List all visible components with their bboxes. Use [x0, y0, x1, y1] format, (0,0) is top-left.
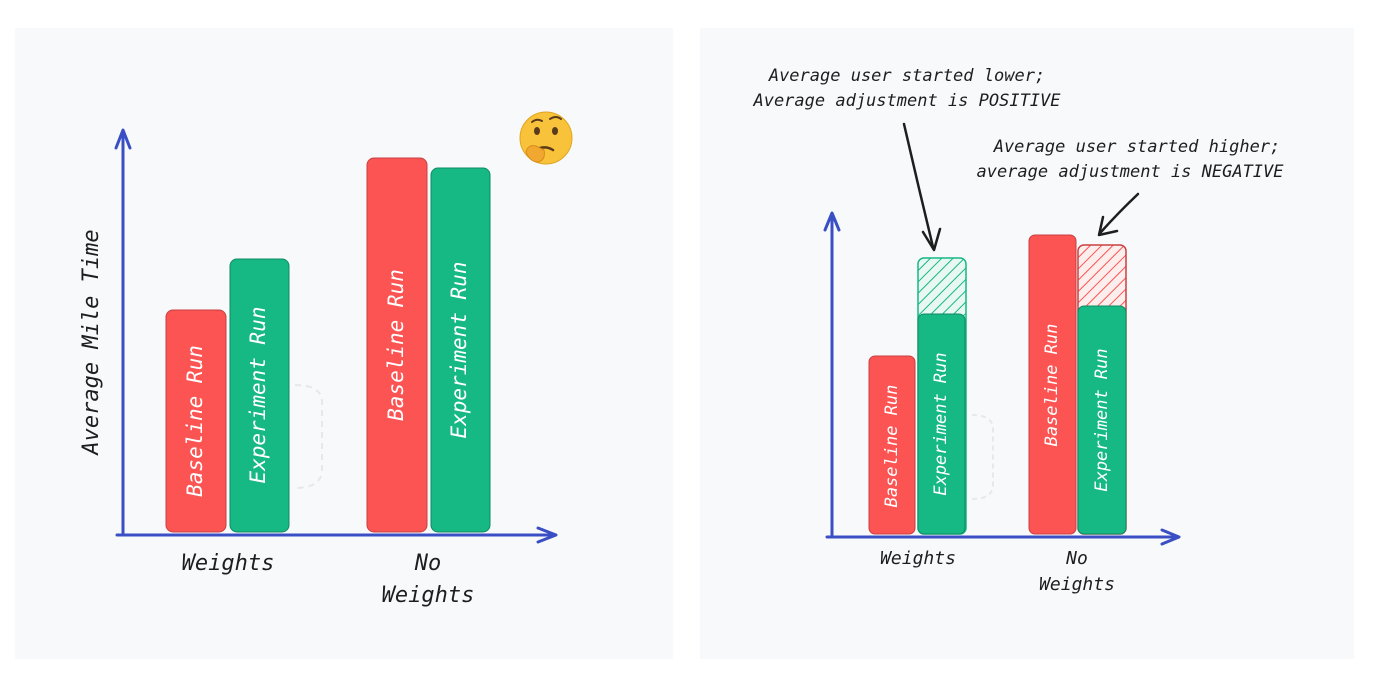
left-noweights-baseline-bar	[366, 157, 428, 533]
left-noweights-baseline-label: Baseline Run	[384, 269, 408, 421]
right-noweights-baseline-bar	[1028, 234, 1077, 535]
annotation-positive-line-1: Average user started lower;	[768, 66, 1045, 86]
right-weights-baseline-bar	[868, 355, 916, 535]
right-faint-bracket	[971, 414, 994, 500]
right-category-no: No	[1065, 548, 1088, 569]
right-x-axis	[825, 528, 1181, 546]
right-y-axis	[823, 211, 841, 539]
left-noweights-experiment-bar	[430, 167, 491, 533]
left-weights-baseline-bar	[165, 309, 227, 533]
annotation-negative-line-2: average adjustment is NEGATIVE	[976, 162, 1284, 182]
left-weights-experiment-bar	[229, 258, 290, 533]
right-noweights-experiment-bar	[1077, 305, 1127, 535]
left-faint-bracket	[294, 384, 323, 489]
left-noweights-experiment-label: Experiment Run	[447, 261, 471, 438]
right-noweights-experiment-label: Experiment Run	[1092, 348, 1112, 491]
left-y-axis-label: Average Mile Time	[79, 229, 104, 456]
thinking-face-icon	[519, 111, 573, 165]
right-category-weights: Weights	[880, 548, 956, 569]
left-category-weights: Weights	[182, 551, 275, 576]
right-noweights-baseline-label: Baseline Run	[1042, 324, 1062, 447]
annotation-negative-line-1: Average user started higher;	[993, 137, 1281, 157]
left-category-no: No	[414, 551, 442, 576]
left-x-axis	[115, 526, 558, 544]
right-weights-experiment-bar	[917, 313, 966, 535]
left-y-axis	[114, 128, 132, 537]
annotation-negative-arrow	[1097, 192, 1140, 237]
left-weights-experiment-label: Experiment Run	[246, 306, 270, 483]
annotation-positive-arrow	[902, 122, 942, 252]
right-category-weights-2: Weights	[1039, 574, 1115, 595]
left-category-weights-2: Weights	[382, 583, 475, 608]
annotation-positive-line-2: Average adjustment is POSITIVE	[752, 91, 1061, 111]
right-weights-baseline-label: Baseline Run	[882, 385, 902, 508]
right-chart-panel	[700, 28, 1354, 659]
right-weights-experiment-label: Experiment Run	[931, 352, 951, 495]
left-weights-baseline-label: Baseline Run	[183, 345, 207, 497]
